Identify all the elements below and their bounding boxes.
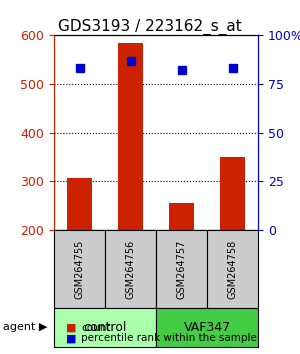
Text: GSM264756: GSM264756 (125, 239, 136, 299)
Text: GSM264757: GSM264757 (176, 239, 187, 299)
Text: percentile rank within the sample: percentile rank within the sample (81, 333, 257, 343)
Bar (220, 157, 245, 230)
Text: GDS3193 / 223162_s_at: GDS3193 / 223162_s_at (58, 18, 242, 35)
Text: control: control (83, 321, 127, 334)
Text: agent ▶: agent ▶ (3, 322, 47, 332)
Text: ■: ■ (66, 323, 76, 333)
Bar (118, 43, 143, 230)
Text: GSM264758: GSM264758 (227, 239, 238, 299)
Text: count: count (81, 323, 110, 333)
Text: ■: ■ (66, 333, 76, 343)
Text: GSM264755: GSM264755 (74, 239, 85, 299)
Bar (169, 203, 194, 230)
Text: VAF347: VAF347 (183, 321, 231, 334)
Bar (67, 178, 92, 230)
